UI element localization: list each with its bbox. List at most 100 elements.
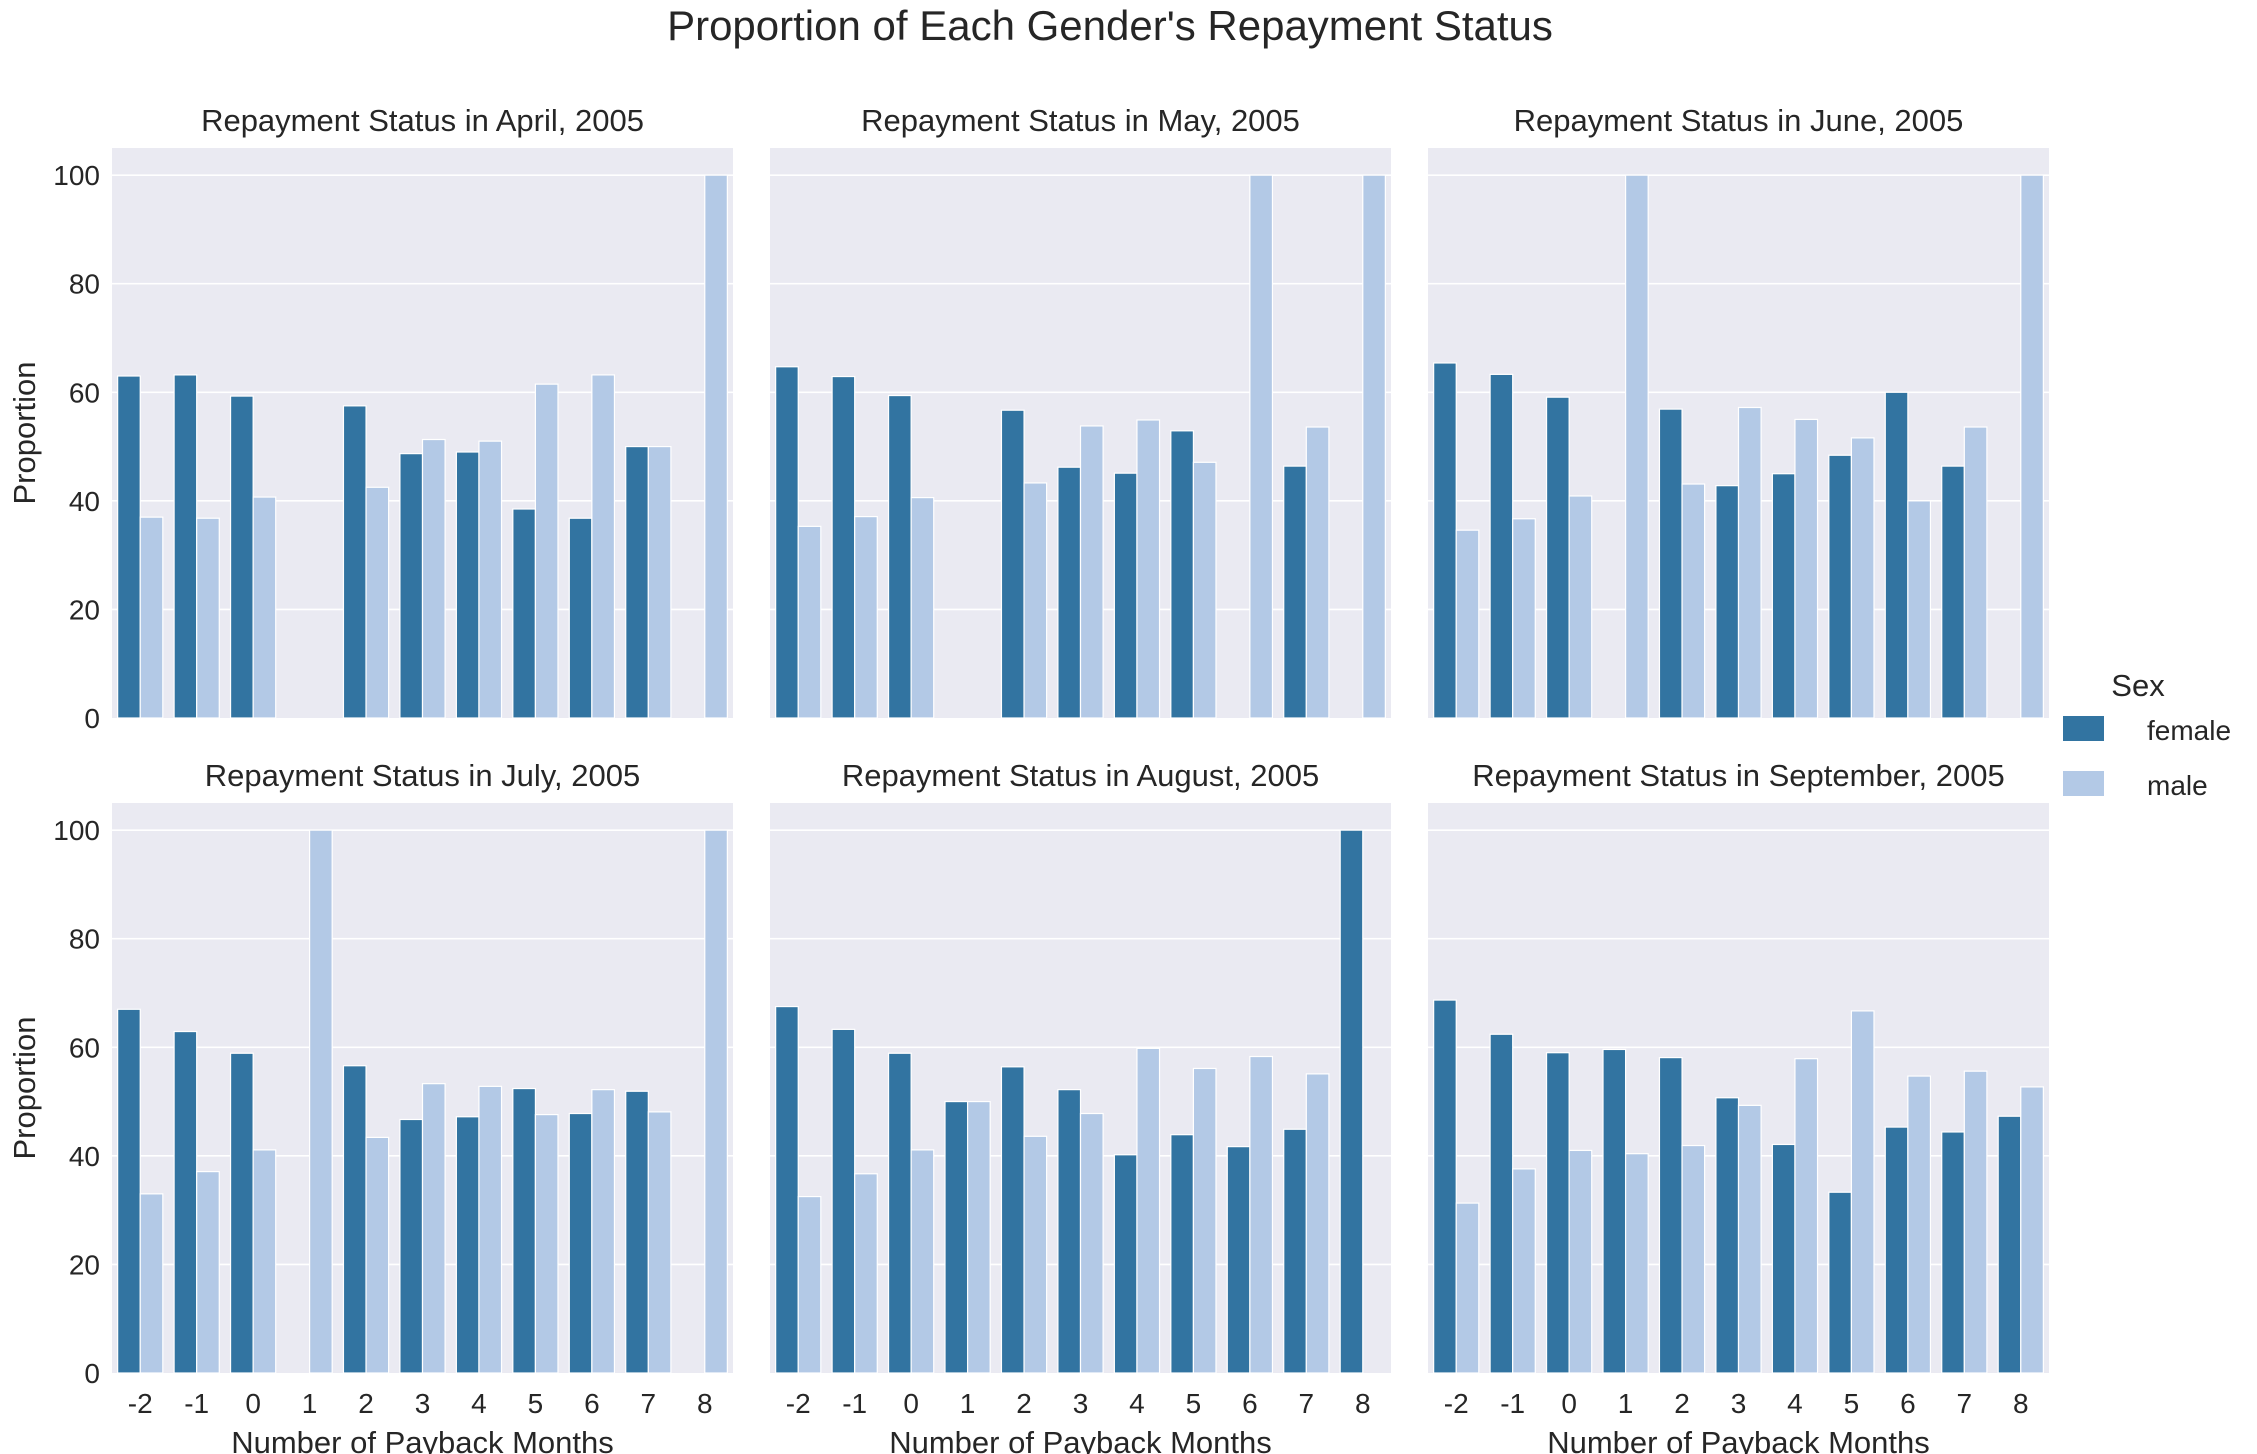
bar-male-3 [421,1083,446,1374]
bar-female--2 [775,366,799,719]
x-tick-label: 2 [1674,1388,1690,1419]
bar-male-8 [2020,174,2044,719]
bar-female-4 [455,451,480,719]
bar-female-8 [1339,829,1364,1374]
x-tick-label: 2 [358,1388,374,1419]
bar-female--1 [1489,373,1514,719]
bar-female-2 [342,1065,367,1374]
bar-male-4 [478,1085,503,1374]
bar-male--1 [1512,518,1536,719]
bar-female-5 [1170,1134,1195,1374]
bar-male-3 [1079,1112,1104,1374]
bar-female-6 [568,517,593,719]
panel-2: Repayment Status in May, 2005 [770,103,1391,719]
bar-male-2 [1681,483,1706,719]
bar-female-3 [399,453,424,719]
bar-male-2 [1681,1144,1706,1374]
bar-female--2 [775,1005,799,1374]
bar-male-7 [647,1111,672,1374]
bar-female-0 [1545,396,1570,719]
bar-female-7 [1283,465,1307,719]
bar-female-0 [887,394,912,719]
x-tick-label: 7 [1957,1388,1973,1419]
bar-female-0 [229,395,254,719]
bar-male-8 [704,174,728,719]
x-tick-label: 8 [2013,1388,2029,1419]
bar-male-2 [1023,1135,1048,1374]
bar-female-4 [1771,473,1796,719]
bar-female-3 [1057,466,1082,719]
legend-swatch-female [2063,716,2104,741]
x-tick-label: 8 [697,1388,713,1419]
bar-female-1 [944,1100,969,1374]
bar-female-6 [1884,1126,1909,1374]
bar-female-7 [1941,1131,1965,1374]
bar-female-3 [1715,1097,1740,1374]
bar-male-7 [647,445,672,719]
x-tick-label: 0 [1561,1388,1577,1419]
y-tick-label: 0 [84,703,100,734]
bar-female--2 [117,375,141,719]
bar-female--2 [117,1008,141,1374]
bar-female--1 [831,1028,856,1374]
bar-female-4 [1113,1154,1138,1374]
x-tick-label: 7 [1299,1388,1315,1419]
bar-male-6 [1907,500,1932,719]
bar-male-8 [704,829,728,1374]
x-tick-label: 1 [960,1388,976,1419]
bar-female-6 [1226,1146,1251,1374]
bar-female-5 [1828,454,1853,719]
bar-female-5 [512,508,537,719]
bar-male--2 [139,1193,164,1374]
bar-male-0 [1568,1149,1593,1374]
x-tick-label: 4 [1787,1388,1803,1419]
bar-male--2 [1455,1202,1480,1374]
y-axis-label: Proportion [7,1016,42,1159]
panel-title: Repayment Status in September, 2005 [1472,758,2005,793]
bar-male-3 [421,438,446,719]
bar-female-4 [1771,1143,1796,1374]
bar-male--1 [854,1173,878,1374]
bar-female-3 [1715,485,1740,719]
x-axis-label: Number of Payback Months [231,1425,614,1454]
bar-male-5 [534,383,559,719]
bar-female-7 [1283,1128,1307,1374]
bar-male-8 [1362,174,1386,719]
bar-male-3 [1737,406,1762,719]
bar-male-0 [252,496,277,719]
x-tick-label: 1 [302,1388,318,1419]
bar-male-2 [365,1136,390,1374]
bar-female-0 [229,1052,254,1374]
bar-female-4 [1113,472,1138,719]
x-tick-label: 5 [528,1388,544,1419]
bar-male--2 [1455,529,1480,719]
bar-female-2 [342,405,367,719]
legend-label-male: male [2147,770,2208,801]
panel-title: Repayment Status in July, 2005 [205,758,640,793]
bar-female--1 [173,374,198,719]
x-tick-label: 1 [1618,1388,1634,1419]
bar-male--1 [1512,1168,1536,1374]
x-axis-label: Number of Payback Months [1547,1425,1930,1454]
bar-female-6 [568,1112,593,1374]
bar-female--1 [831,375,856,719]
legend-title: Sex [2111,668,2165,703]
bar-female--1 [173,1030,198,1374]
x-tick-label: -2 [1444,1388,1469,1419]
panel-5: Repayment Status in August, 2005 -2 -1 0 1 2 3… [770,758,1391,1454]
bar-male-7 [1305,426,1330,719]
bar-male--1 [196,1170,220,1374]
bar-male-1 [1624,174,1649,719]
x-tick-label: 5 [1844,1388,1860,1419]
bar-male-3 [1737,1104,1762,1374]
bar-male-7 [1963,426,1988,719]
bar-male-3 [1079,425,1104,719]
y-axis-label: Proportion [7,361,42,504]
y-tick-label: 40 [69,1141,100,1172]
y-tick-label: 40 [69,486,100,517]
panel-3: Repayment Status in June, 2005 [1428,103,2049,719]
panel-6: Repayment Status in September, 2005 -2 -1 0… [1428,758,2049,1454]
bar-male--2 [797,525,822,719]
